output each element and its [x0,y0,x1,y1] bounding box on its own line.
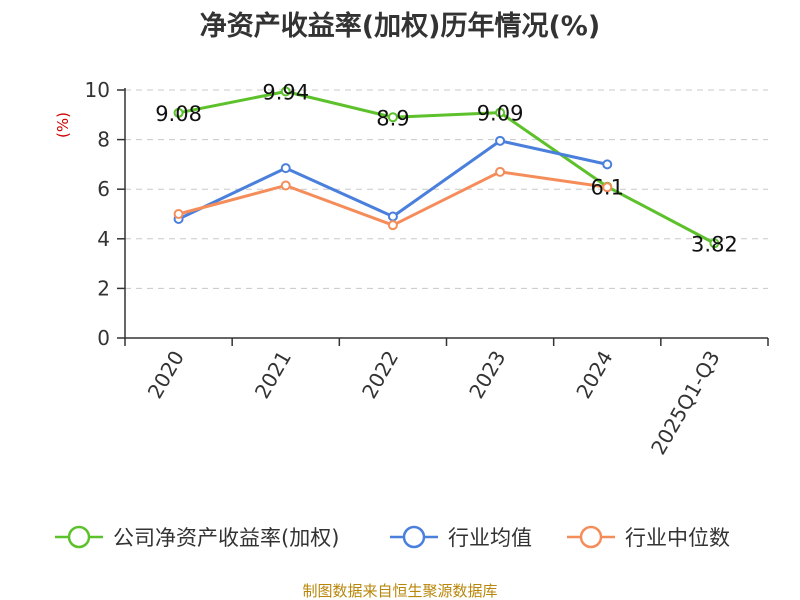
data-point [602,159,613,170]
data-point [495,166,506,177]
series-layer [173,86,720,249]
y-tick-label: 8 [97,128,110,152]
data-labels: 9.08 9.94 8.9 9.09 6.1 3.82 [155,80,738,256]
series-line [178,89,716,245]
x-tick-label: 2025Q1-Q3 [646,347,725,459]
x-tick-label: 2022 [357,347,403,403]
data-point [280,86,291,97]
data-label: 9.09 [477,102,524,126]
chart-title: 净资产收益率(加权)历年情况(%) [200,10,600,42]
data-point [387,211,398,222]
y-tick-label: 6 [97,177,110,201]
data-label: 6.1 [591,176,624,200]
grid-lines [125,89,768,289]
series-line [177,139,608,221]
legend-marker [402,525,426,549]
data-point [387,112,398,123]
x-tick-label: 2020 [143,347,189,403]
data-point [495,135,506,146]
x-tick-label: 2023 [464,347,510,403]
y-tick-label: 0 [97,326,110,350]
y-tick-label: 4 [97,227,110,251]
legend-label: 行业均值 [448,526,532,550]
y-tick-label: 2 [97,276,110,300]
data-label: 9.94 [262,80,309,104]
data-label: 3.82 [691,232,738,256]
data-point [709,238,720,249]
y-axis-label: (%) [54,112,72,138]
data-label: 9.08 [155,102,202,126]
data-point [173,209,184,219]
legend-marker [579,525,603,549]
data-point [602,182,613,193]
legend: 公司净资产收益率(加权) 行业均值 行业中位数 [55,525,730,550]
legend-label: 行业中位数 [625,526,730,550]
data-point [280,163,291,174]
source-note: 制图数据来自恒生聚源数据库 [302,582,497,600]
data-point [387,220,398,231]
legend-marker [67,525,91,549]
y-tick-label: 10 [85,78,110,102]
data-point [495,107,506,118]
x-tick-label: 2021 [250,347,296,403]
x-tick-label: 2024 [571,347,617,403]
legend-label: 公司净资产收益率(加权) [113,526,339,550]
data-point [280,180,291,191]
data-point [173,107,184,118]
data-label: 8.9 [376,106,409,130]
axes: 0 2 4 6 8 10 2020 2021 2022 2023 2024 2025Q1-Q3 [85,78,769,459]
